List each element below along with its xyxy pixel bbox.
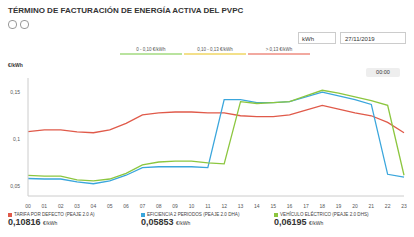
html-text:0 - 0,10 €/kWh: 0 - 0,10 €/kWh xyxy=(136,47,166,52)
svg-text:22: 22 xyxy=(385,203,391,209)
svg-text:23: 23 xyxy=(401,203,406,209)
html-text:0,10 - 0,13 €/kWh: 0,10 - 0,13 €/kWh xyxy=(197,47,233,52)
svg-text:20: 20 xyxy=(352,203,358,209)
svg-text:16: 16 xyxy=(287,203,293,209)
svg-text:01: 01 xyxy=(42,203,48,209)
svg-text:13: 13 xyxy=(238,203,244,209)
html-text:27/11/2019: 27/11/2019 xyxy=(345,36,375,42)
svg-text:09: 09 xyxy=(172,203,178,209)
svg-text:14: 14 xyxy=(254,203,260,209)
html-text:TARIFA POR DEFECTO (PEAJE 2.0: TARIFA POR DEFECTO (PEAJE 2.0 A) xyxy=(14,212,95,217)
svg-text:10: 10 xyxy=(189,203,195,209)
html-text:0,10816 €/kWh: 0,10816 €/kWh xyxy=(8,217,58,227)
html-text:> 0,13 €/kWh: > 0,13 €/kWh xyxy=(265,47,293,52)
svg-text:06: 06 xyxy=(123,203,129,209)
html-text:kWh: kWh xyxy=(302,36,314,42)
html-text:TÉRMINO DE FACTURACIÓN DE ENER: TÉRMINO DE FACTURACIÓN DE ENERGÍA ACTIVA… xyxy=(8,6,244,15)
svg-text:12: 12 xyxy=(221,203,227,209)
svg-text:17: 17 xyxy=(303,203,309,209)
svg-text:11: 11 xyxy=(205,203,210,209)
svg-text:00: 00 xyxy=(25,203,31,209)
svg-text:19: 19 xyxy=(336,203,342,209)
svg-text:0,05: 0,05 xyxy=(10,183,20,189)
html-text:EFICIENCIA 2 PERIODOS (PEAJE 2: EFICIENCIA 2 PERIODOS (PEAJE 2.0 DHA) xyxy=(147,212,240,217)
html-text:0,06195 €/kWh: 0,06195 €/kWh xyxy=(274,217,324,227)
html-text:00:00: 00:00 xyxy=(376,69,390,75)
html-text:€/kWh: €/kWh xyxy=(8,62,23,68)
svg-text:15: 15 xyxy=(270,203,276,209)
html-text:VEHÍCULO ELÉCTRICO (PEAJE 2.0: VEHÍCULO ELÉCTRICO (PEAJE 2.0 DHS) xyxy=(280,212,369,217)
svg-text:21: 21 xyxy=(369,203,375,209)
svg-text:0,1: 0,1 xyxy=(13,136,20,142)
svg-text:08: 08 xyxy=(156,203,162,209)
svg-text:18: 18 xyxy=(319,203,325,209)
svg-text:07: 07 xyxy=(140,203,146,209)
svg-text:05: 05 xyxy=(107,203,113,209)
svg-text:0,15: 0,15 xyxy=(10,89,20,95)
svg-text:04: 04 xyxy=(91,203,97,209)
svg-text:03: 03 xyxy=(74,203,80,209)
html-text:0,05853 €/kWh: 0,05853 €/kWh xyxy=(141,217,191,227)
svg-text:02: 02 xyxy=(58,203,64,209)
